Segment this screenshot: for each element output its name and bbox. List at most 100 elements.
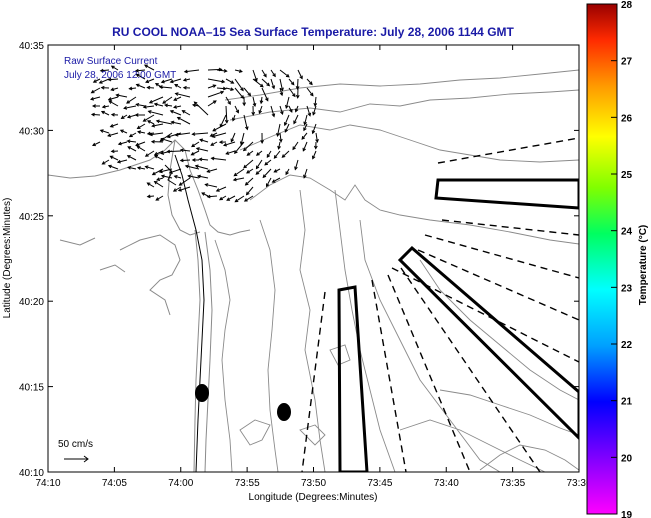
y-tick-label: 40:25 [19,212,44,223]
current-vector-head [277,145,281,150]
current-vector [261,78,270,87]
scale-label: 50 cm/s [58,439,93,450]
x-tick-label: 73:45 [367,478,392,489]
current-vector-head [212,128,217,132]
current-vector [270,105,275,117]
current-vector-head [146,85,151,90]
current-vector-head [210,156,215,161]
current-vector-head [173,105,178,109]
current-vector-head [147,110,152,114]
current-vector [301,132,308,140]
current-vector [148,110,164,116]
current-vector-head [279,92,284,97]
x-axis-label: Longitude (Degrees:Minutes) [249,492,378,503]
current-vector-head [128,86,133,91]
current-vector [207,100,217,107]
current-vector-head [264,161,269,166]
current-vector [207,168,218,173]
current-vector [100,129,110,134]
current-vector-head [191,158,196,162]
current-vector [274,168,281,173]
current-vector [135,69,146,72]
current-vector [243,87,251,96]
current-vector [292,141,299,150]
current-vector-head [218,140,223,144]
x-tick-label: 74:00 [168,478,193,489]
current-vector-head [246,152,251,156]
current-vector [219,114,227,128]
current-vector-head [219,196,223,201]
current-vector-head [182,78,187,82]
current-vector [196,147,209,152]
current-vector [110,123,119,128]
current-vector-head [153,152,158,156]
current-vector-head [294,166,298,171]
current-vector-head [227,101,231,106]
current-vector-head [179,158,184,163]
colorbar-tick-label: 28 [621,0,633,11]
current-vector-head [311,155,316,160]
current-vector-head [109,124,114,128]
current-vector-head [160,137,165,142]
current-vector-head [136,145,141,150]
current-vector-head [283,122,288,127]
current-vector [149,132,164,136]
current-vector [188,175,200,179]
current-vector [137,167,146,170]
current-vector-head [110,65,115,70]
current-vector [147,182,155,188]
current-vector-head [293,120,297,125]
current-vector [216,87,226,90]
current-vector-head [123,106,128,110]
current-vector [93,78,101,83]
current-vector [234,105,239,113]
current-vector-head [169,110,174,114]
current-vector [207,78,225,83]
current-vector [116,94,128,98]
current-vector-head [204,183,209,187]
current-vector-head [303,121,307,126]
current-vector [255,168,263,175]
current-vector [173,186,182,192]
colorbar [586,3,618,515]
current-vector-head [315,139,319,144]
current-vector-head [255,165,260,170]
current-vector-head [107,77,112,82]
current-vector [235,195,245,203]
current-vector-head [99,129,104,133]
current-vector-head [148,132,153,137]
current-vector [243,114,248,130]
current-vector-head [251,111,256,116]
current-vector [162,96,173,104]
current-vector [180,159,191,162]
current-vector-head [135,73,140,78]
current-vector [288,78,295,85]
current-vector-head [212,84,217,88]
current-vector [108,78,119,81]
current-vector-head [301,136,306,140]
current-vector [90,96,101,100]
current-vector [145,78,155,83]
current-vector [147,86,155,89]
current-vector [156,120,173,125]
current-vector [243,159,254,169]
x-axis-ticks: 74:10 74:05 74:00 73:55 73:50 73:45 73:40 73:35… [35,45,592,489]
current-vector-head [226,197,231,201]
current-vector [108,165,119,170]
current-vector [233,177,245,181]
current-vector-head [265,183,270,188]
x-tick-label: 73:35 [500,478,525,489]
current-vector [303,123,308,131]
current-vector [226,150,236,155]
colorbar-tick-label: 21 [621,397,633,408]
current-vector-head [263,73,267,78]
current-vector-head [281,154,286,158]
current-vector [110,155,119,161]
current-vector [180,149,191,152]
current-vector [261,87,269,101]
current-vector [270,69,276,77]
current-vector [240,132,245,145]
current-vector-head [302,147,306,152]
current-vector [312,150,317,159]
current-vector-head [289,108,293,113]
